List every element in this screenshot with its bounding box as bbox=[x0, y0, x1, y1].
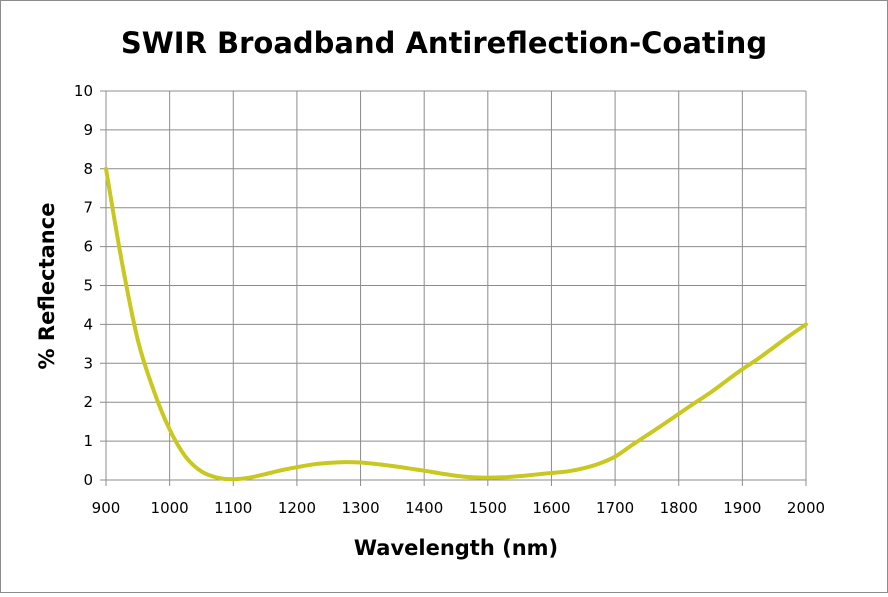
x-tick-label: 1700 bbox=[596, 499, 634, 517]
y-tick-label: 3 bbox=[83, 354, 93, 372]
x-tick-label: 1000 bbox=[151, 499, 189, 517]
series-layer bbox=[104, 166, 808, 482]
x-tick-label: 1900 bbox=[723, 499, 761, 517]
y-tick-label: 7 bbox=[83, 199, 93, 217]
y-tick-label: 6 bbox=[83, 238, 93, 256]
y-axis-label: % Reflectance bbox=[35, 203, 59, 370]
x-tick-label: 900 bbox=[92, 499, 121, 517]
x-tick-label: 2000 bbox=[787, 499, 825, 517]
x-tick-label: 1600 bbox=[532, 499, 570, 517]
y-tick-label: 8 bbox=[83, 160, 93, 178]
x-axis-label: Wavelength (nm) bbox=[354, 536, 558, 560]
y-tick-label: 9 bbox=[83, 121, 93, 139]
y-tick-label: 2 bbox=[83, 393, 93, 411]
x-tick-label: 1100 bbox=[214, 499, 252, 517]
reflectance-series-line bbox=[104, 166, 808, 482]
y-tick-label: 5 bbox=[83, 277, 93, 295]
x-tick-label: 1300 bbox=[341, 499, 379, 517]
x-tick-label: 1200 bbox=[278, 499, 316, 517]
x-tick-label: 1400 bbox=[405, 499, 443, 517]
y-tick-label: 10 bbox=[74, 82, 93, 100]
chart-title: SWIR Broadband Antireflection-Coating bbox=[121, 26, 767, 60]
y-tick-label: 4 bbox=[83, 315, 93, 333]
x-tick-label: 1500 bbox=[469, 499, 507, 517]
y-tick-labels: 0 1 2 3 4 5 6 7 8 9 10 bbox=[74, 82, 93, 489]
x-tick-label: 1800 bbox=[660, 499, 698, 517]
y-tick-label: 1 bbox=[83, 432, 93, 450]
grid bbox=[100, 90, 807, 486]
y-tick-label: 0 bbox=[83, 471, 93, 489]
x-tick-labels: 900 1000 1100 1200 1300 1400 1500 1600 1700 1800 1… bbox=[92, 499, 825, 517]
